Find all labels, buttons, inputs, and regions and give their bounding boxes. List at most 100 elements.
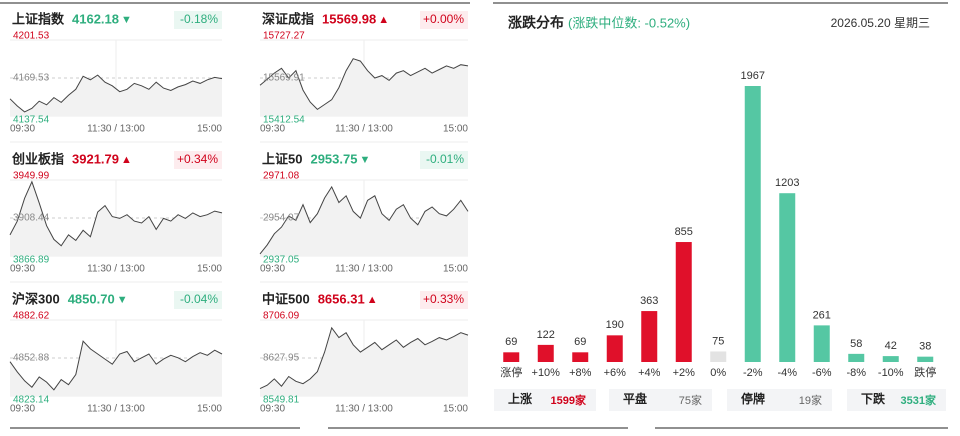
bar-value: 69 xyxy=(574,336,586,348)
bar-value: 75 xyxy=(712,335,724,347)
bar xyxy=(848,353,865,362)
summary-box xyxy=(494,389,596,411)
price-line xyxy=(259,58,469,111)
summary-box xyxy=(847,389,946,411)
bar-category: -8% xyxy=(846,367,866,379)
mid-label: 2954.07 xyxy=(263,213,300,224)
bar-value: 69 xyxy=(505,336,517,348)
bar xyxy=(779,193,796,362)
change-value: -0.18% xyxy=(180,12,218,26)
time-label: 09:30 xyxy=(10,124,35,135)
index-name: 上证50 xyxy=(262,151,302,166)
mid-label: 3908.44 xyxy=(13,213,50,224)
price-area xyxy=(10,341,222,396)
mid-label: 4169.53 xyxy=(13,73,50,84)
time-label: 09:30 xyxy=(10,264,35,275)
low-label: 4823.14 xyxy=(13,395,50,406)
index-name: 深证成指 xyxy=(262,11,314,26)
bar xyxy=(606,335,623,362)
mid-label: 4852.88 xyxy=(13,353,50,364)
index-price: 4162.18 xyxy=(72,11,119,26)
bar-value: 42 xyxy=(885,340,897,352)
time-label: 09:30 xyxy=(260,404,285,415)
trend-arrow: ▼ xyxy=(121,14,132,26)
bar-category: +2% xyxy=(673,367,696,379)
bar-value: 38 xyxy=(919,341,931,353)
index-price: 15569.98 xyxy=(322,11,376,26)
high-label: 4882.62 xyxy=(13,311,50,322)
time-label: 11:30 / 13:00 xyxy=(335,124,393,135)
bar-value: 261 xyxy=(813,309,831,321)
change-value: +0.33% xyxy=(423,292,464,306)
low-label: 3866.89 xyxy=(13,255,50,266)
bar xyxy=(572,352,589,362)
index-price: 3921.79 xyxy=(72,151,119,166)
bar-value: 122 xyxy=(537,329,555,341)
high-label: 15727.27 xyxy=(263,31,305,42)
price-area xyxy=(260,186,468,256)
bar-value: 190 xyxy=(606,319,624,331)
bar-category: -2% xyxy=(743,367,763,379)
index-name: 上证指数 xyxy=(12,11,65,26)
bar-value: 855 xyxy=(675,226,693,238)
bar-value: 58 xyxy=(850,338,862,350)
time-label: 11:30 / 13:00 xyxy=(335,264,393,275)
time-label: 15:00 xyxy=(443,404,468,415)
time-label: 09:30 xyxy=(260,124,285,135)
high-label: 4201.53 xyxy=(13,31,50,42)
price-area xyxy=(260,327,468,396)
bar-category: -4% xyxy=(777,367,797,379)
panel-title: 涨跌分布 xyxy=(508,15,564,31)
bar-category: -10% xyxy=(878,367,904,379)
time-label: 11:30 / 13:00 xyxy=(87,404,145,415)
bar-category: +8% xyxy=(569,367,592,379)
change-value: +0.00% xyxy=(423,12,464,26)
trend-arrow: ▲ xyxy=(378,14,389,26)
bar xyxy=(710,351,727,362)
high-label: 2971.08 xyxy=(263,171,300,182)
bar-category: 0% xyxy=(710,367,726,379)
summary-count: 1599家 xyxy=(551,393,587,407)
index-name: 中证500 xyxy=(262,291,310,306)
index-price: 2953.75 xyxy=(310,151,357,166)
bar-category: +4% xyxy=(638,367,661,379)
summary-label: 停牌 xyxy=(741,391,765,406)
bar-category: -6% xyxy=(812,367,832,379)
price-line xyxy=(259,326,469,390)
low-label: 4137.54 xyxy=(13,115,50,126)
time-label: 09:30 xyxy=(260,264,285,275)
price-area xyxy=(10,181,222,256)
bar-category: 跌停 xyxy=(914,365,936,379)
bar-value: 1203 xyxy=(775,177,799,189)
change-badge xyxy=(174,151,222,169)
summary-box xyxy=(727,389,832,411)
time-label: 11:30 / 13:00 xyxy=(87,124,145,135)
price-line xyxy=(9,74,223,113)
bar xyxy=(917,356,934,362)
index-name: 沪深300 xyxy=(12,291,60,306)
summary-label: 上涨 xyxy=(508,391,532,406)
bar-category: +6% xyxy=(604,367,627,379)
price-area xyxy=(260,58,468,116)
change-badge xyxy=(174,291,222,309)
low-label: 15412.54 xyxy=(263,115,305,126)
time-label: 15:00 xyxy=(443,124,468,135)
index-name: 创业板指 xyxy=(11,151,64,166)
bar xyxy=(641,311,658,362)
mid-label: 15569.91 xyxy=(263,73,305,84)
time-label: 11:30 / 13:00 xyxy=(335,404,393,415)
bar xyxy=(744,86,761,362)
index-price: 8656.31 xyxy=(318,291,365,306)
bar xyxy=(537,344,554,362)
price-area xyxy=(10,75,222,116)
change-value: -0.01% xyxy=(426,152,464,166)
summary-label: 下跌 xyxy=(861,391,886,406)
bar-value: 363 xyxy=(640,295,658,307)
time-label: 11:30 / 13:00 xyxy=(87,264,145,275)
bar-category: 涨停 xyxy=(500,365,522,379)
low-label: 8549.81 xyxy=(263,395,300,406)
index-price: 4850.70 xyxy=(68,291,115,306)
trend-arrow: ▼ xyxy=(359,154,370,166)
